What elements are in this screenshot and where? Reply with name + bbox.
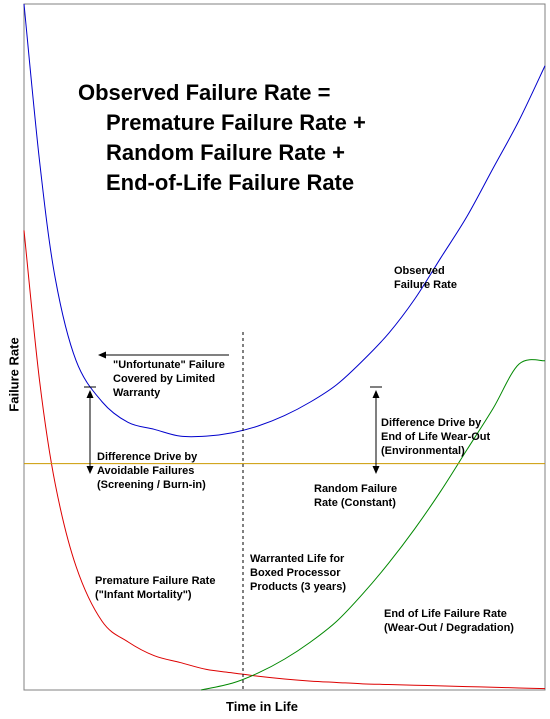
wearout-diff-label: Difference Drive by End of Life Wear-Out… bbox=[381, 417, 491, 457]
wearout-arrow-head-top bbox=[372, 390, 380, 398]
premature-failure-rate-line bbox=[23, 230, 546, 690]
marker-layer bbox=[84, 332, 382, 690]
plot-frame bbox=[23, 3, 546, 691]
x-axis-title: Time in Life bbox=[226, 699, 298, 714]
unfortunate-label: "Unfortunate" Failure Covered by Limited… bbox=[113, 359, 225, 399]
y-axis-title: Failure Rate bbox=[6, 337, 22, 412]
avoidable-arrow-head-top bbox=[86, 390, 94, 398]
eol-label: End of Life Failure Rate (Wear-Out / Deg… bbox=[384, 608, 514, 634]
observed-label: Observed Failure Rate bbox=[394, 265, 457, 291]
equation-line-1: Observed Failure Rate = bbox=[78, 80, 331, 105]
random-label: Random Failure Rate (Constant) bbox=[314, 483, 398, 509]
premature-label: Premature Failure Rate ("Infant Mortalit… bbox=[95, 575, 216, 601]
observed-failure-rate-line bbox=[23, 3, 546, 438]
unfortunate-arrow-head bbox=[98, 351, 106, 359]
equation-line-4: End-of-Life Failure Rate bbox=[106, 170, 355, 195]
end-of-life-failure-rate-line bbox=[201, 359, 546, 691]
warranted-label: Warranted Life for Boxed Processor Produ… bbox=[250, 553, 346, 593]
equation-line-3: Random Failure Rate + bbox=[106, 140, 346, 165]
series-layer bbox=[23, 3, 546, 691]
avoidable-label: Difference Drive by Avoidable Failures (… bbox=[97, 451, 206, 491]
equation-line-2: Premature Failure Rate + bbox=[106, 110, 366, 135]
wearout-arrow-head-bottom bbox=[372, 466, 380, 474]
avoidable-arrow-head-bottom bbox=[86, 466, 94, 474]
